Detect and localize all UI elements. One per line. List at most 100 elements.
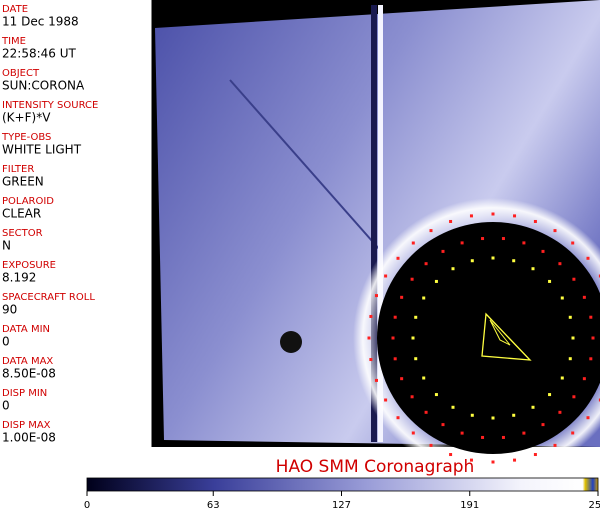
marker	[470, 259, 474, 263]
marker	[460, 241, 464, 245]
field-label: POLAROID	[2, 196, 54, 207]
marker	[571, 336, 575, 340]
marker	[513, 458, 517, 462]
marker	[558, 410, 562, 414]
colorbar	[86, 477, 599, 492]
marker	[491, 460, 495, 464]
marker	[522, 431, 526, 435]
marker	[571, 431, 575, 435]
field-value: CLEAR	[2, 207, 41, 221]
field-label: SPACECRAFT ROLL	[2, 292, 95, 303]
spot	[280, 331, 302, 353]
field-value: SUN:CORONA	[2, 79, 85, 93]
marker	[522, 241, 526, 245]
marker	[568, 357, 572, 361]
marker	[393, 357, 397, 361]
field-value: 8.50E-08	[2, 367, 56, 381]
streak	[229, 79, 381, 251]
marker	[470, 413, 474, 417]
marker	[513, 214, 517, 218]
marker	[541, 423, 545, 427]
field-value: 0	[2, 335, 10, 349]
marker	[598, 274, 600, 278]
marker	[374, 294, 378, 298]
marker	[384, 274, 388, 278]
marker	[558, 262, 562, 266]
marker	[410, 277, 414, 281]
marker	[481, 237, 485, 241]
field-label: EXPOSURE	[2, 260, 56, 271]
marker	[582, 377, 586, 381]
field-value: WHITE LIGHT	[2, 143, 82, 157]
marker	[424, 410, 428, 414]
tick-label: 63	[207, 500, 220, 511]
marker	[441, 249, 445, 253]
marker	[391, 336, 395, 340]
marker	[451, 405, 455, 409]
occulter	[377, 222, 600, 454]
marker	[469, 214, 473, 218]
field-label: DISP MIN	[2, 388, 47, 399]
marker	[400, 295, 404, 299]
marker	[548, 393, 552, 397]
field-value: 0	[2, 399, 10, 413]
marker	[589, 357, 593, 361]
marker	[400, 377, 404, 381]
marker	[414, 315, 418, 319]
marker	[501, 237, 505, 241]
marker	[512, 259, 516, 263]
field-value: 11 Dec 1988	[2, 15, 79, 29]
marker	[572, 277, 576, 281]
marker	[553, 443, 557, 447]
triangle-inner	[489, 319, 511, 346]
field-label: TYPE-OBS	[1, 132, 51, 143]
marker	[512, 413, 516, 417]
title: HAO SMM Coronagraph	[276, 457, 475, 477]
tick-label: 127	[332, 500, 351, 511]
marker	[434, 279, 438, 283]
marker	[441, 423, 445, 427]
marker	[531, 405, 535, 409]
marker	[586, 256, 590, 260]
marker	[422, 296, 426, 300]
marker	[449, 219, 453, 223]
marker	[411, 336, 415, 340]
marker	[589, 315, 593, 319]
marker	[560, 376, 564, 380]
marker	[411, 241, 415, 245]
marker	[571, 241, 575, 245]
field-label: INTENSITY SOURCE	[2, 100, 98, 111]
field-value: 22:58:46 UT	[2, 47, 76, 61]
marker	[533, 453, 537, 457]
marker	[396, 256, 400, 260]
marker	[491, 416, 495, 420]
marker	[548, 279, 552, 283]
marker	[411, 431, 415, 435]
marker	[541, 249, 545, 253]
marker	[572, 395, 576, 399]
tick-label: 0	[84, 500, 90, 511]
field-label: DATE	[2, 4, 28, 15]
marker	[384, 398, 388, 402]
marker	[598, 398, 600, 402]
field-label: OBJECT	[2, 68, 40, 79]
marker	[422, 376, 426, 380]
field-label: SECTOR	[2, 228, 43, 239]
marker	[410, 395, 414, 399]
marker	[533, 219, 537, 223]
marker	[491, 212, 495, 216]
tick-label: 255	[588, 500, 600, 511]
field-value: 90	[2, 303, 17, 317]
field-label: DATA MIN	[2, 324, 50, 335]
marker	[429, 229, 433, 233]
field-value: N	[2, 239, 11, 253]
marker	[560, 296, 564, 300]
marker	[424, 262, 428, 266]
marker	[429, 443, 433, 447]
field-value: GREEN	[2, 175, 44, 189]
dark-stripe	[371, 5, 377, 442]
field-label: FILTER	[2, 164, 34, 175]
marker	[434, 393, 438, 397]
